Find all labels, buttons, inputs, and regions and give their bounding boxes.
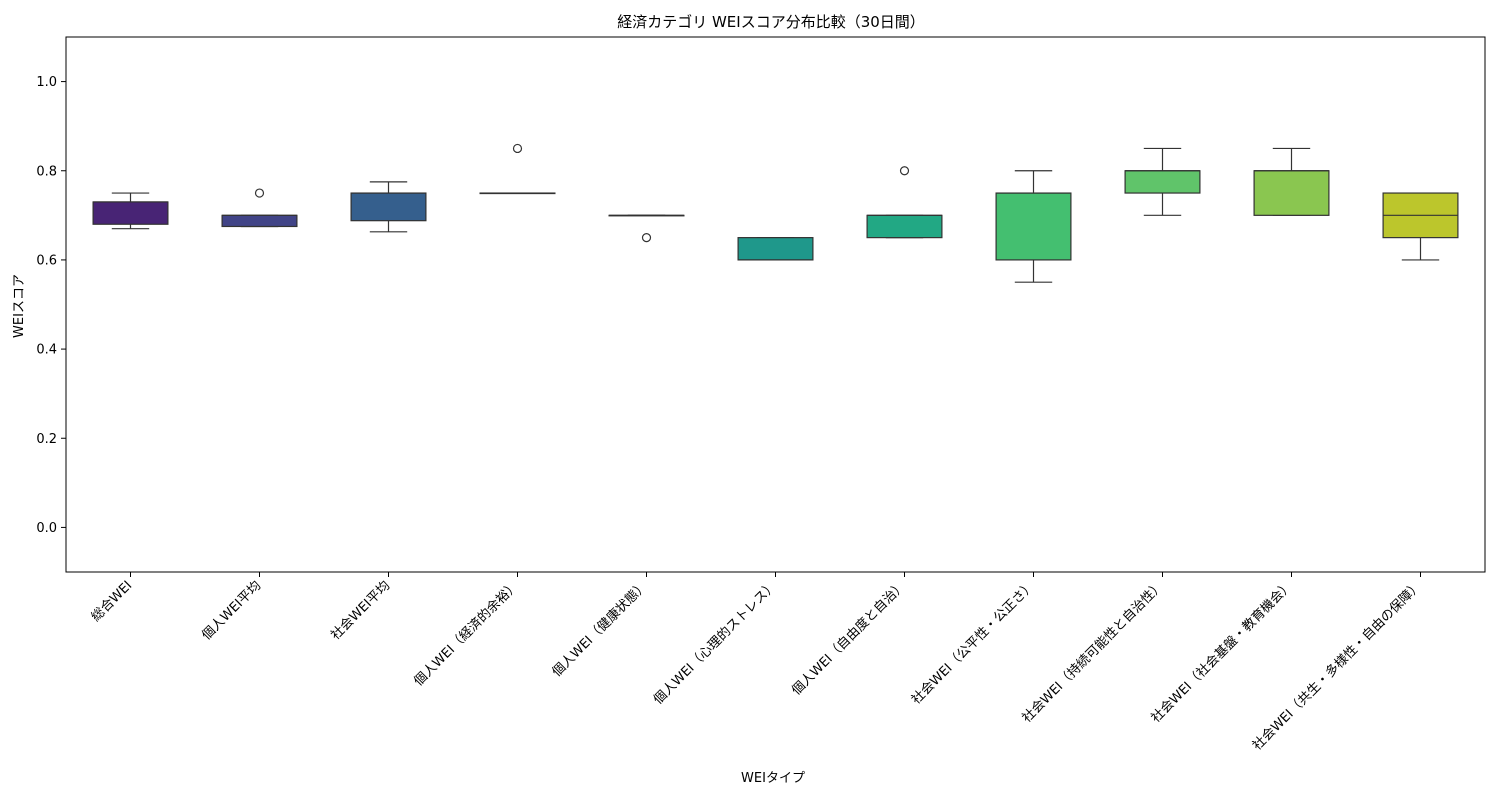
y-tick-label: 0.8 xyxy=(36,164,57,179)
x-tick-label: 個人WEI（自由度と自治） xyxy=(788,578,909,699)
box-iqr xyxy=(221,214,298,228)
outlier-point xyxy=(899,166,910,176)
box-iqr xyxy=(1253,170,1330,216)
outlier-point xyxy=(641,233,652,243)
x-tick-label: 個人WEI（健康状態） xyxy=(549,578,651,680)
plot-frame xyxy=(65,36,1486,573)
x-tick-label: 個人WEI（心理的ストレス） xyxy=(650,578,780,708)
outlier-point xyxy=(512,143,523,154)
x-tick-label: 社会WEI平均 xyxy=(328,578,394,644)
x-tick-label: 社会WEI（社会基盤・教育機会） xyxy=(1148,578,1296,726)
y-tick-label: 0.2 xyxy=(36,432,57,447)
box-iqr xyxy=(866,214,943,239)
x-tick-label: 総合WEI xyxy=(89,578,136,625)
box-iqr xyxy=(1124,170,1201,194)
box-iqr xyxy=(737,237,814,261)
y-axis-label: WEIスコア xyxy=(12,274,27,338)
x-axis-label: WEIタイプ xyxy=(741,771,805,786)
x-tick-label: 社会WEI（公平性・公正さ） xyxy=(908,578,1038,708)
y-tick-label: 1.0 xyxy=(36,75,57,90)
box-iqr xyxy=(92,201,169,225)
x-tick-label: 個人WEI平均 xyxy=(199,578,264,643)
y-tick-label: 0.4 xyxy=(36,343,57,358)
y-tick-label: 0.6 xyxy=(36,253,57,268)
y-tick-label: 0.0 xyxy=(36,521,57,536)
chart-title: 経済カテゴリ WEIスコア分布比較（30日間） xyxy=(617,13,925,31)
x-tick-label: 社会WEI（持続可能性と自治性） xyxy=(1019,578,1167,726)
box-iqr xyxy=(995,192,1072,261)
x-tick-label: 個人WEI（経済的余裕） xyxy=(411,578,523,690)
box-iqr xyxy=(350,192,427,222)
outlier-point xyxy=(254,188,265,198)
